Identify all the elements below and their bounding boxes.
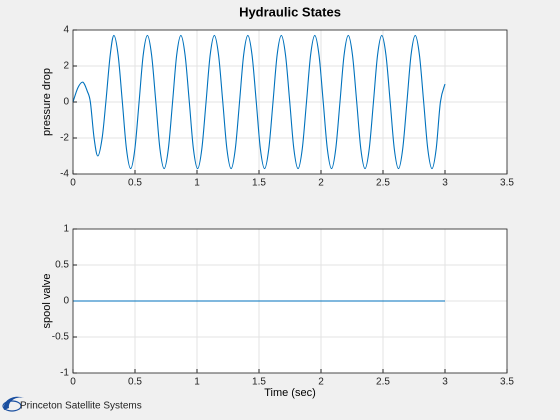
x-tick-label: 0	[70, 178, 76, 189]
data-line	[72, 34, 446, 170]
axes: 0 0.5 1 1.5 2 2.5 3 3.5 -4 -2 0 2 4 Hydraulic States p…	[41, 4, 514, 188]
x-tick-label: 0	[70, 377, 76, 388]
logo-text: Princeton Satellite Systems	[20, 401, 142, 412]
x-tick-label: 3.5	[500, 178, 514, 189]
logo-swoosh	[3, 396, 25, 410]
y-tick-label: -0.5	[52, 332, 70, 343]
x-tick-label: 3	[442, 377, 448, 388]
x-tick-label: 1.5	[252, 377, 266, 388]
y-tick-label: 2	[63, 61, 69, 72]
x-tick-label: 0.5	[128, 178, 142, 189]
x-tick-label: 2	[318, 377, 324, 388]
y-tick-label: 1	[63, 224, 69, 235]
chart-title: Hydraulic States	[239, 4, 341, 19]
x-tick-label: 2.5	[376, 178, 390, 189]
axes-box	[72, 29, 508, 175]
x-tick-label: 3	[442, 178, 448, 189]
x-tick-label: 1	[194, 377, 200, 388]
x-tick-label: 1.5	[252, 178, 266, 189]
axes: 0 0.5 1 1.5 2 2.5 3 3.5 -1 -0.5 0 0.5 1 spool valve Ti…	[41, 224, 514, 399]
x-axis-label: Time (sec)	[264, 387, 316, 399]
y-tick-label: -2	[60, 133, 69, 144]
y-axis-label: pressure drop	[41, 68, 53, 136]
x-tick-label: 3.5	[500, 377, 514, 388]
y-tick-label: -1	[60, 368, 69, 379]
y-axis-label: spool valve	[41, 273, 53, 328]
logo-ring	[2, 400, 22, 412]
y-tick-label: -4	[60, 169, 69, 180]
x-tick-label: 1	[194, 178, 200, 189]
y-tick-label: 0	[63, 296, 69, 307]
axes-box	[72, 228, 508, 374]
y-tick-label: 0	[63, 97, 69, 108]
logo: Princeton Satellite Systems	[2, 396, 142, 412]
x-tick-label: 2.5	[376, 377, 390, 388]
y-tick-label: 4	[63, 25, 69, 36]
y-tick-label: 0.5	[55, 260, 69, 271]
x-tick-label: 0.5	[128, 377, 142, 388]
x-tick-label: 2	[318, 178, 324, 189]
